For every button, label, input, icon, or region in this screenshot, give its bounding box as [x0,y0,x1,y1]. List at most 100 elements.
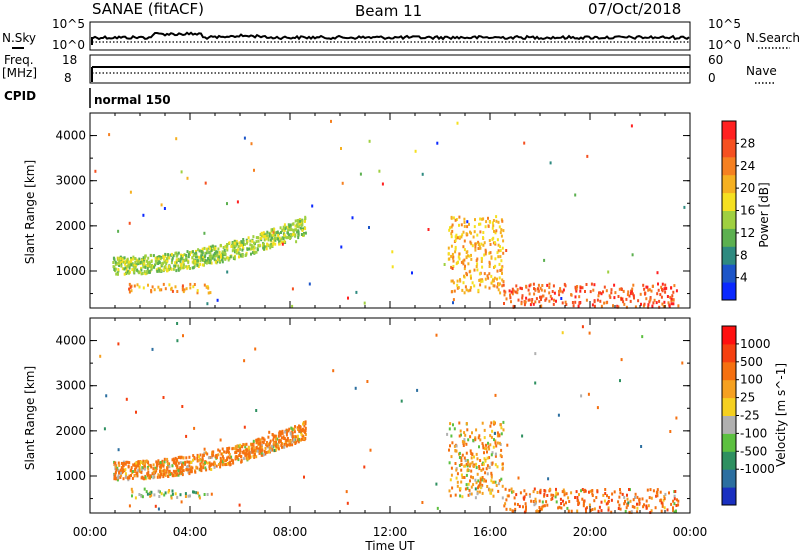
scatter-cell [253,241,255,245]
scatter-cell [618,287,621,291]
scatter-cell [208,256,211,260]
scatter-cell [660,295,663,299]
scatter-cell [239,244,242,248]
scatter-cell [158,261,161,265]
scatter-cell [194,259,197,263]
scatter-cell [487,276,490,280]
scatter-cell [523,303,526,307]
scatter-cell [500,228,503,232]
scatter-cell [251,247,254,251]
scatter-cell [204,181,207,185]
scatter-cell [269,439,272,443]
scatter-cell [166,460,169,463]
scatter-cell [186,176,189,180]
scatter-cell [496,431,499,435]
scatter-cell [628,488,630,491]
scatter-cell [295,228,297,232]
scatter-cell [391,265,394,269]
scatter-cell [496,251,499,255]
scatter-cell [557,413,560,417]
scatter-cell [577,499,580,503]
scatter-cell [575,289,578,293]
scatter-cell [245,456,248,460]
scatter-cell [451,441,454,445]
scatter-cell [162,257,165,261]
scatter-cell [165,260,168,264]
scatter-cell [201,458,204,462]
scatter-cell [509,507,512,511]
scatter-cell [180,266,183,270]
scatter-cell [492,224,495,228]
scatter-cell [610,510,613,514]
scatter-cell [466,225,469,229]
scatter-cell [243,359,246,363]
scatter-cell [157,489,160,493]
scatter-cell [120,264,123,268]
scatter-cell [175,258,178,262]
scatter-cell [175,458,178,462]
scatter-cell [188,464,191,468]
scatter-cell [267,238,270,242]
scatter-cell [224,459,227,463]
scatter-cell [260,236,263,240]
scatter-cell [132,463,135,467]
scatter-cell [177,456,180,459]
scatter-cell [641,335,644,339]
scatter-cell [661,289,664,293]
scatter-cell [114,464,117,468]
scatter-cell [620,288,623,291]
scatter-cell [485,443,487,447]
scatter-cell [284,430,287,434]
freq-label: Freq. [4,53,34,67]
scatter-cell [289,431,292,435]
scatter-cell [645,506,648,510]
scatter-cell [304,217,307,221]
scatter-cell [475,466,478,470]
scatter-cell [465,256,468,260]
scatter-cell [523,495,526,499]
scatter-cell [168,268,170,272]
scatter-cell [277,444,280,448]
scatter-cell [272,233,274,237]
scatter-cell [269,448,272,452]
scatter-cell [446,432,449,436]
scatter-cell [252,454,255,458]
scatter-cell [472,438,475,442]
scatter-cell [154,468,157,472]
scatter-cell [667,301,670,305]
scatter-cell [186,265,189,269]
scatter-cell [184,460,187,464]
scatter-cell [279,239,282,243]
scatter-cell [471,281,474,285]
scatter-cell [522,505,524,509]
scatter-cell [464,433,467,437]
scatter-cell [199,467,202,471]
scatter-cell [223,450,226,454]
scatter-cell [289,223,292,227]
scatter-cell [562,499,564,503]
scatter-cell [270,228,273,232]
scatter-cell [278,438,281,442]
y-tick-label: 4000 [55,334,86,348]
scatter-cell [458,252,461,256]
scatter-cell [117,261,120,265]
scatter-cell [581,286,584,290]
scatter-cell [283,229,286,232]
scatter-cell [561,331,564,335]
scatter-cell [185,256,188,260]
scatter-cell [574,295,577,299]
scatter-cell [476,262,479,266]
scatter-cell [169,266,172,270]
scatter-cell [203,246,206,250]
scatter-cell [464,487,467,491]
scatter-cell [581,325,584,329]
scatter-cell [505,507,508,511]
scatter-cell [226,243,229,246]
scatter-cell [201,263,204,267]
scatter-cell [494,463,497,467]
scatter-cell [263,247,266,251]
scatter-cell [489,488,492,492]
scatter-cell [450,290,453,294]
scatter-cell [673,502,676,506]
scatter-cell [140,266,142,270]
